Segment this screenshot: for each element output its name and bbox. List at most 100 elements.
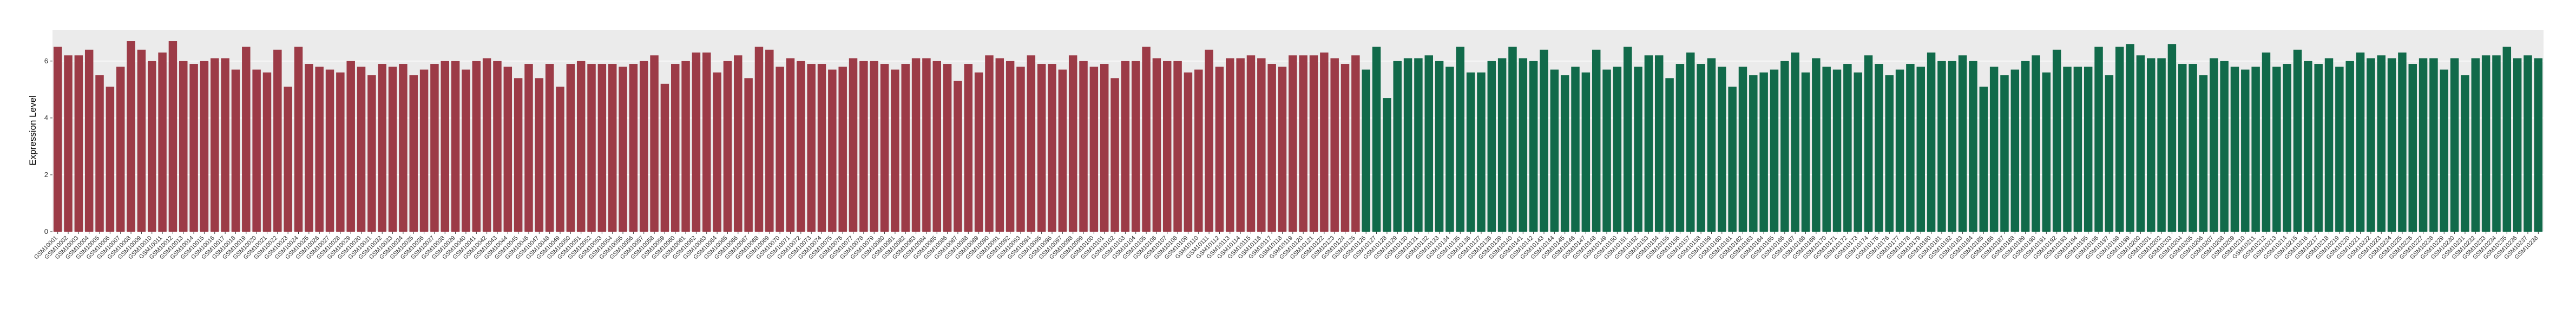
y-tick-label: 6 [44,57,48,65]
bar [744,78,753,232]
bar [221,58,229,232]
bar [1289,55,1297,232]
bar [954,81,962,232]
bar [556,87,564,232]
bar [932,61,941,232]
bar [2513,58,2522,232]
bar [1236,58,1245,232]
bar [2356,53,2365,232]
bar [2314,64,2323,232]
bar [1885,75,1894,232]
bar [1759,72,1768,232]
bar [1697,64,1705,232]
bar [1780,61,1789,232]
bar [1246,55,1256,232]
bar [545,64,554,232]
bar [2084,67,2093,232]
bar [995,58,1004,232]
bar [242,47,251,232]
bar [262,72,272,232]
bar [273,49,282,232]
bar [974,72,983,232]
bar [1403,58,1412,232]
bar [1320,53,1329,232]
bar [1006,61,1015,232]
bar [2105,75,2114,232]
bar [1906,64,1915,232]
bar [2324,58,2334,232]
bar [84,49,94,232]
bar [1801,72,1810,232]
bar [1278,67,1287,232]
bar [1770,69,1779,232]
bar [357,67,366,232]
bar [1602,69,1611,232]
bar [964,64,973,232]
bar [1969,61,1977,232]
bar [1675,64,1685,232]
bar [1487,61,1496,232]
bar [1414,58,1423,232]
bar [137,49,146,232]
bar [1383,98,1391,232]
bar [74,55,83,232]
bar [1822,67,1831,232]
bar [1466,72,1475,232]
y-tick-label: 4 [44,114,48,122]
bar [2126,44,2134,232]
bar [95,75,104,232]
bar [127,41,135,232]
bar [2032,55,2040,232]
bar [1215,67,1224,232]
bar [1037,64,1046,232]
bar [346,61,355,232]
bar [189,64,198,232]
bar [1508,47,1517,232]
bar [1958,55,1967,232]
bar [608,64,617,232]
bar [1529,61,1538,232]
bar [2220,61,2229,232]
bar [1749,75,1758,232]
bar [1519,58,1528,232]
bar [1581,72,1591,232]
bar [1791,53,1799,232]
bar [1655,55,1664,232]
bar [2042,72,2051,232]
bar [2450,58,2459,232]
bar [1497,58,1507,232]
bar [2335,67,2344,232]
bar [2115,47,2124,232]
bar [692,53,701,232]
bar [1644,55,1653,232]
bar [1163,61,1172,232]
bar [765,49,774,232]
bar [2377,55,2386,232]
bar [252,69,261,232]
bar [1445,67,1454,232]
bar [2262,53,2271,232]
bar [336,72,345,232]
bar [1016,67,1025,232]
bar [1613,67,1622,232]
bar [1927,53,1936,232]
bar [629,64,638,232]
bar [1571,67,1580,232]
bar [1979,87,1988,232]
bar [713,72,721,232]
bar [985,55,994,232]
bar [859,61,868,232]
bar [482,58,491,232]
bar [1110,78,1119,232]
bar [1895,69,1904,232]
bar [2440,69,2449,232]
bar [1738,67,1747,232]
bar [660,83,669,232]
bar [597,64,607,232]
bar [524,64,533,232]
bar [2502,47,2512,232]
bar [315,67,324,232]
bar [493,61,502,232]
bar [1100,64,1109,232]
